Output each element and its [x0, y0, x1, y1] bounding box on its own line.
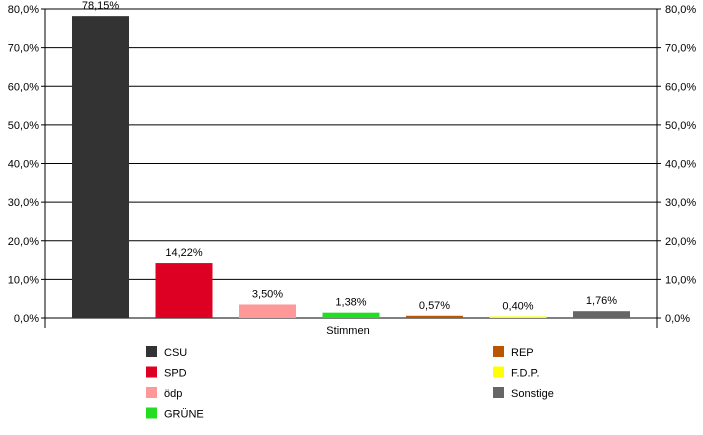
data-label: 3,50% [252, 288, 283, 300]
legend-item: CSU [146, 346, 187, 359]
left-y-tick-label: 10,0% [8, 274, 39, 286]
legend-swatch [146, 366, 157, 378]
right-y-axis-ticks: 0,0% 10,0% 20,0% 30,0% 40,0% 50,0% 60,0% 70,0% 8… [657, 4, 696, 325]
bars [72, 16, 630, 318]
bar-sonstige [573, 311, 630, 318]
legend-label: ödp [164, 388, 182, 400]
legend-swatch [146, 346, 157, 357]
bar-spd [155, 263, 213, 318]
legend-swatch [493, 346, 504, 357]
left-y-tick-label: 60,0% [8, 81, 39, 93]
right-y-tick-label: 0,0% [665, 313, 690, 325]
data-label: 78,15% [82, 0, 120, 12]
left-y-tick-label: 50,0% [8, 120, 39, 132]
legend-label: SPD [164, 368, 187, 380]
right-y-tick-label: 70,0% [665, 43, 696, 55]
axes [41, 9, 661, 328]
left-y-tick-label: 0,0% [14, 313, 39, 325]
bar-csu [72, 16, 129, 318]
legend-label: Sonstige [511, 388, 554, 400]
left-y-axis-ticks: 0,0% 10,0% 20,0% 30,0% 40,0% 50,0% 60,0% 70,0% 8… [8, 4, 45, 325]
data-label: 0,40% [502, 300, 533, 312]
x-axis-label: Stimmen [326, 325, 369, 337]
legend-item: REP [493, 346, 534, 359]
bar-grüne [322, 312, 380, 318]
left-y-tick-label: 70,0% [8, 43, 39, 55]
legend-label: CSU [164, 347, 187, 359]
legend-item: Sonstige [493, 387, 554, 400]
legend-label: F.D.P. [511, 368, 540, 380]
bar-f-d-p- [489, 316, 547, 318]
data-label: 1,38% [335, 297, 366, 309]
legend-swatch [146, 407, 157, 419]
right-y-tick-label: 20,0% [665, 236, 696, 248]
bar-ödp [239, 304, 296, 318]
data-labels: 78,15% 14,22% 3,50% 1,38% 0,57% 0,40% 1,76% [82, 0, 617, 312]
left-y-tick-label: 20,0% [8, 236, 39, 248]
data-label: 0,57% [419, 300, 450, 312]
legend-label: REP [511, 347, 534, 359]
data-label: 14,22% [165, 247, 203, 259]
bar-rep [406, 315, 463, 318]
left-y-tick-label: 30,0% [8, 197, 39, 209]
legend-item: F.D.P. [493, 366, 540, 380]
legend-label: GRÜNE [164, 409, 204, 421]
legend-swatch [146, 387, 157, 398]
left-y-tick-label: 40,0% [8, 159, 39, 171]
legend-item: ödp [146, 387, 182, 400]
right-y-tick-label: 60,0% [665, 81, 696, 93]
right-y-tick-label: 40,0% [665, 159, 696, 171]
right-y-tick-label: 10,0% [665, 274, 696, 286]
legend: CSU SPD ödp GRÜNE REP F.D.P. Sonstige [146, 346, 554, 421]
right-y-tick-label: 80,0% [665, 4, 696, 16]
legend-item: GRÜNE [146, 407, 204, 421]
right-y-tick-label: 30,0% [665, 197, 696, 209]
right-y-tick-label: 50,0% [665, 120, 696, 132]
data-label: 1,76% [586, 295, 617, 307]
legend-swatch [493, 387, 504, 398]
legend-item: SPD [146, 366, 187, 380]
left-y-tick-label: 80,0% [8, 4, 39, 16]
legend-swatch [493, 366, 504, 378]
gridlines [45, 8, 657, 280]
